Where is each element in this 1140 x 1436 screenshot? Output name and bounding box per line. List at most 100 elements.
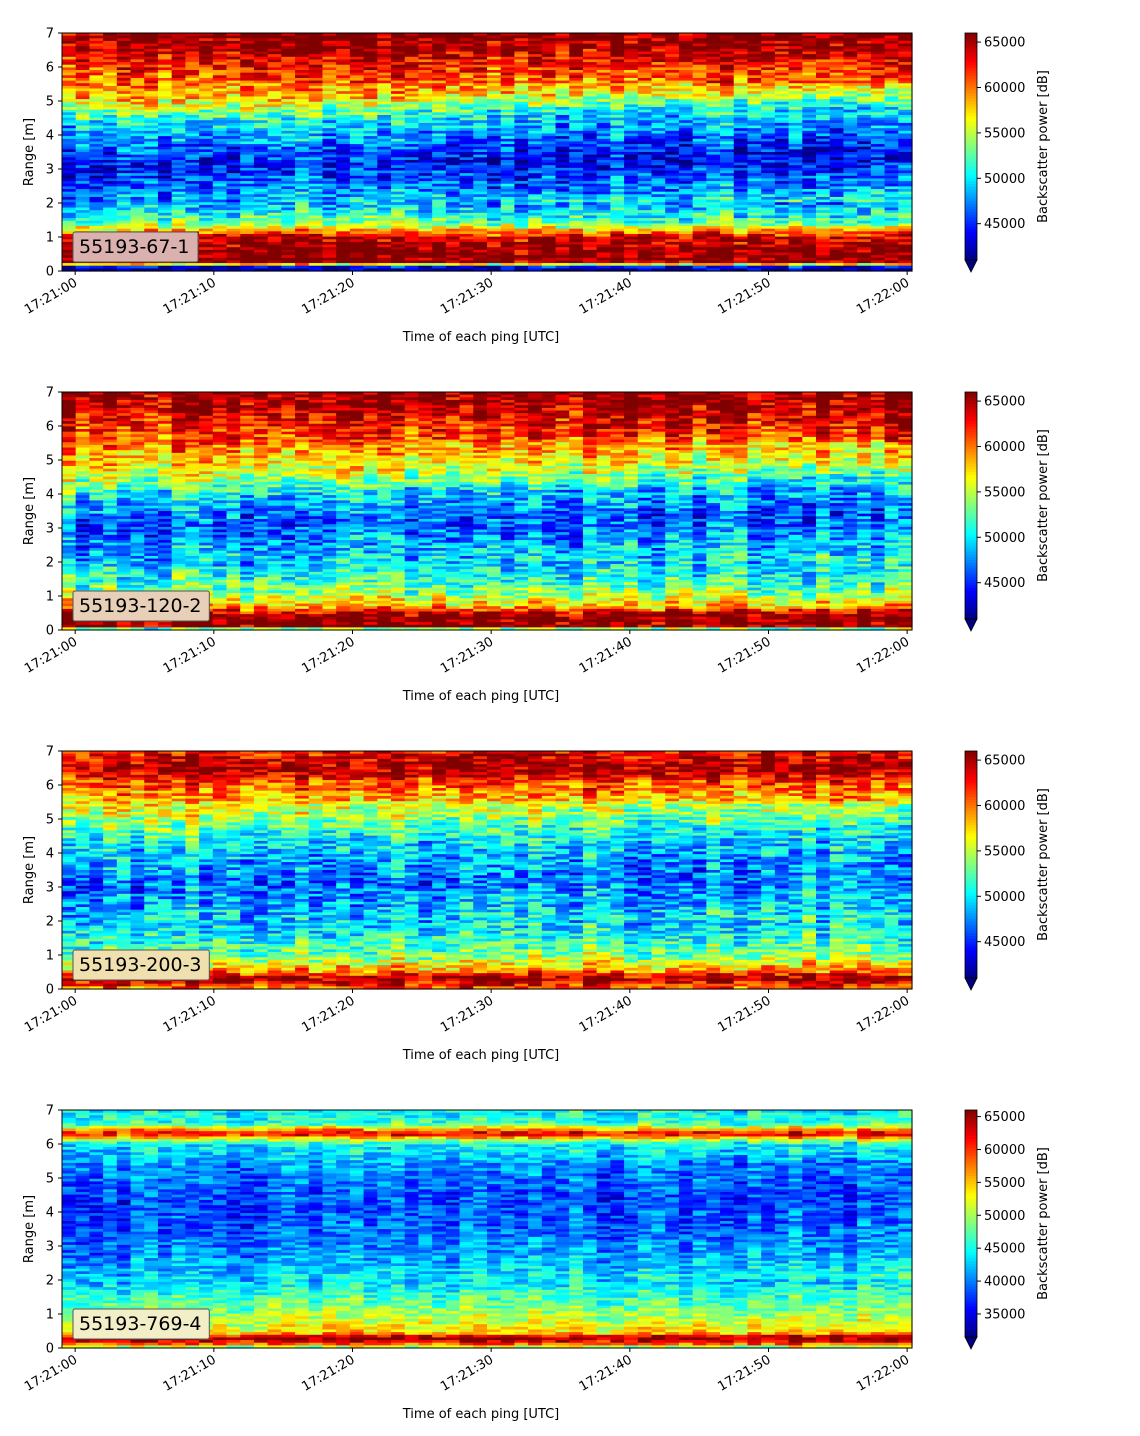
sample-label-text: 55193-67-1 [79,236,189,258]
colorbar-tick-label: 60000 [984,1143,1025,1158]
y-tick-label: 0 [46,624,54,639]
y-tick-label: 4 [46,1206,54,1221]
x-tick-label: 17:22:00 [854,993,912,1035]
colorbar-tick-label: 65000 [984,1110,1025,1125]
colorbar: 45000 50000 55000 60000 65000 Backscatter pow… [964,750,1051,991]
y-tick-label: 1 [46,231,54,246]
colorbar-tick-label: 65000 [984,36,1025,51]
colorbar-tick-label: 50000 [984,1209,1025,1224]
y-tick-label: 3 [46,163,54,178]
x-tick-label: 17:21:30 [438,993,496,1035]
y-tick-label: 5 [46,1172,54,1187]
x-tick-label: 17:21:00 [22,634,80,676]
y-tick-label: 3 [46,1240,54,1255]
x-tick-label: 17:21:20 [299,1352,357,1394]
y-tick-label: 0 [46,1342,54,1357]
axes-frame [61,1109,913,1349]
colorbar-tick-label: 45000 [984,576,1025,591]
x-tick-label: 17:21:40 [577,275,635,317]
colorbar-extend-min [964,1336,978,1350]
x-tick-label: 17:21:50 [715,634,773,676]
colorbar-tick-label: 60000 [984,81,1025,96]
y-tick-label: 1 [46,949,54,964]
x-tick-label: 17:21:00 [22,275,80,317]
sample-label: 55193-200-3 [72,949,210,981]
y-tick-label: 2 [46,915,54,930]
y-tick-label: 2 [46,556,54,571]
panel-4: 0 1 2 3 4 5 6 7 17:21:00 17:21:10 17:21:20 17:21:30… [22,1104,1051,1423]
colorbar-label: Backscatter power [dB] [1036,429,1051,582]
colorbar-extend-min [964,977,978,991]
x-tick-label: 17:22:00 [854,1352,912,1394]
colorbar-tick-label: 50000 [984,531,1025,546]
x-tick-label: 17:21:20 [299,275,357,317]
x-tick-label: 17:21:10 [161,1352,219,1394]
y-tick-label: 0 [46,265,54,280]
colorbar-tick-label: 40000 [984,1275,1025,1290]
colorbar-extend-min [964,618,978,632]
x-tick-label: 17:21:40 [577,993,635,1035]
colorbar-extend-min [964,259,978,273]
axes-frame [61,391,913,631]
y-tick-label: 3 [46,522,54,537]
x-tick-label: 17:21:00 [22,1352,80,1394]
colorbar-label: Backscatter power [dB] [1036,70,1051,223]
panel-1: 0 1 2 3 4 5 6 7 17:21:00 17:21:10 17:21:20 17:21:30… [22,27,1051,346]
colorbar-tick-label: 35000 [984,1307,1025,1322]
colorbar: 35000 40000 45000 50000 55000 60000 65000 Backs… [964,1109,1051,1350]
heatmap-cells [62,1110,913,1349]
y-tick-label: 1 [46,1308,54,1323]
x-tick-label: 17:21:10 [161,634,219,676]
x-axis-label: Time of each ping [UTC] [402,330,560,345]
x-tick-label: 17:21:10 [161,993,219,1035]
y-axis-label: Range [m] [22,477,37,545]
colorbar-label: Backscatter power [dB] [1036,788,1051,941]
y-tick-label: 7 [46,27,54,42]
y-tick-label: 4 [46,488,54,503]
heatmap-cells [62,751,913,990]
panel-3: 0 1 2 3 4 5 6 7 17:21:00 17:21:10 17:21:20 17:21:30… [22,745,1051,1064]
y-tick-label: 6 [46,779,54,794]
y-tick-label: 6 [46,61,54,76]
y-tick-label: 3 [46,881,54,896]
y-tick-label: 2 [46,1274,54,1289]
y-tick-label: 1 [46,590,54,605]
x-tick-label: 17:21:20 [299,634,357,676]
y-tick-label: 5 [46,95,54,110]
x-tick-label: 17:22:00 [854,275,912,317]
y-tick-label: 6 [46,420,54,435]
x-tick-label: 17:21:50 [715,1352,773,1394]
sample-label: 55193-769-4 [72,1308,210,1340]
colorbar-label: Backscatter power [dB] [1036,1147,1051,1300]
sample-label-text: 55193-769-4 [79,1313,202,1335]
colorbar-tick-label: 55000 [984,485,1025,500]
y-axis-label: Range [m] [22,836,37,904]
colorbar-tick-label: 50000 [984,890,1025,905]
x-tick-label: 17:21:50 [715,993,773,1035]
heatmap-cells [62,392,913,631]
y-tick-label: 4 [46,847,54,862]
y-axis-label: Range [m] [22,118,37,186]
colorbar-tick-label: 55000 [984,844,1025,859]
x-tick-label: 17:21:20 [299,993,357,1035]
x-axis-label: Time of each ping [UTC] [402,1048,560,1063]
colorbar-tick-label: 45000 [984,1242,1025,1257]
y-tick-label: 7 [46,1104,54,1119]
y-tick-label: 6 [46,1138,54,1153]
y-tick-label: 4 [46,129,54,144]
y-tick-label: 7 [46,745,54,760]
sample-label-text: 55193-120-2 [79,595,202,617]
x-tick-label: 17:22:00 [854,634,912,676]
colorbar: 45000 50000 55000 60000 65000 Backscatter pow… [964,391,1051,632]
x-tick-label: 17:21:30 [438,1352,496,1394]
colorbar-tick-label: 65000 [984,754,1025,769]
x-tick-label: 17:21:30 [438,634,496,676]
colorbar-tick-label: 55000 [984,126,1025,141]
colorbar: 45000 50000 55000 60000 65000 Backscatter pow… [964,32,1051,273]
x-tick-label: 17:21:00 [22,993,80,1035]
y-tick-label: 7 [46,386,54,401]
y-tick-label: 5 [46,813,54,828]
y-axis-label: Range [m] [22,1195,37,1263]
x-tick-label: 17:21:30 [438,275,496,317]
